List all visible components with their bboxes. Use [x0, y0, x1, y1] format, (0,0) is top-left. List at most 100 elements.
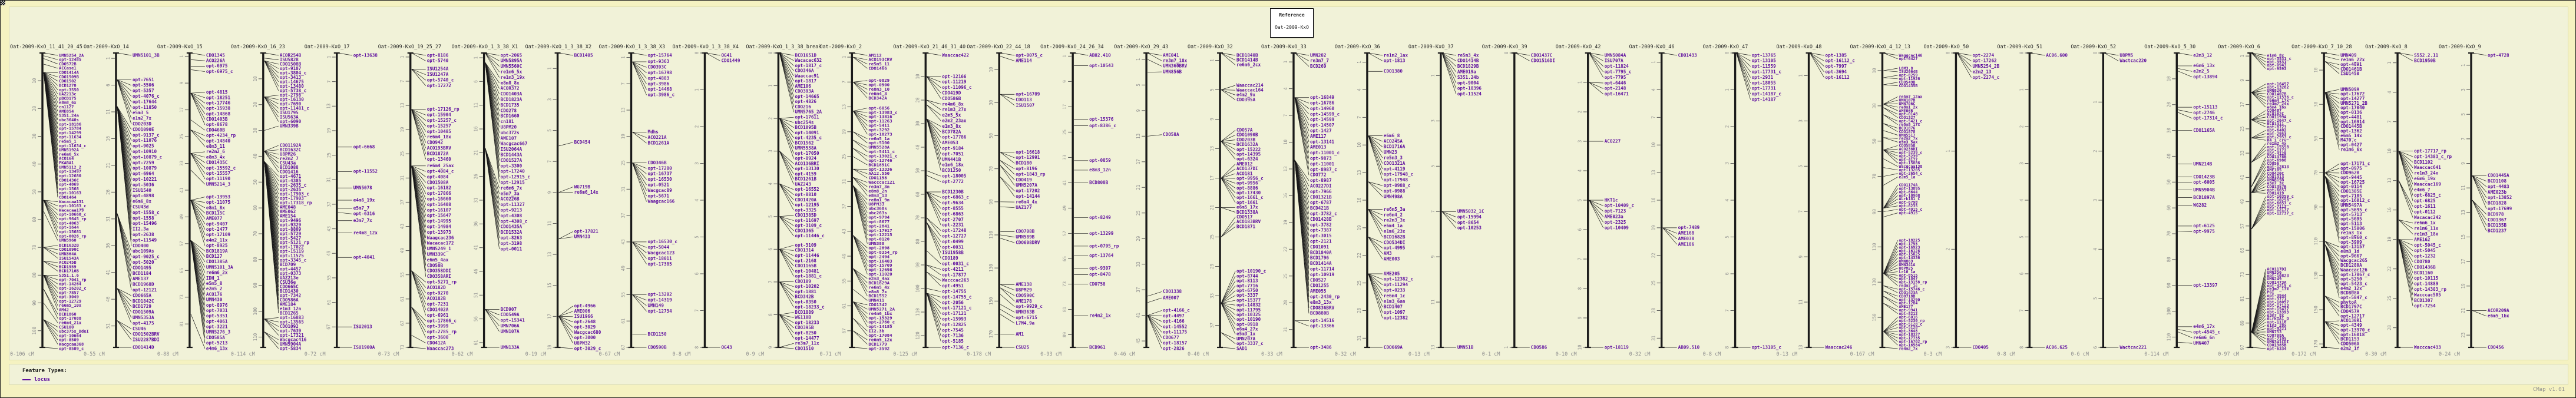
locus-label[interactable]: opt-14755	[942, 289, 967, 294]
locus-label[interactable]: e8m3_13x	[1310, 300, 1332, 305]
locus-label[interactable]: re4m2_7x	[1899, 346, 1918, 351]
locus-label[interactable]: opt-13130	[795, 166, 819, 171]
locus-label[interactable]: e6m6_13x	[2193, 63, 2215, 68]
locus-label[interactable]: e4m6_19x	[353, 197, 375, 203]
linkage-group-title[interactable]: Oat-2009-KxO_16_23	[231, 44, 285, 50]
locus-label[interactable]: opt-12825	[942, 322, 967, 327]
locus-label[interactable]: CDO608DRV	[1016, 240, 1040, 245]
locus-label[interactable]: opt-13895	[1899, 186, 1920, 191]
locus-label[interactable]: opt-13953	[206, 194, 231, 200]
linkage-group-title[interactable]: Oat-2009-KxO_46	[1629, 44, 1675, 50]
locus-label[interactable]: PKABA1	[59, 160, 74, 165]
locus-label[interactable]: opt-17672	[2340, 91, 2365, 97]
locus-label[interactable]: Wacgcac416	[280, 337, 307, 342]
locus-label[interactable]: re1m6_6x	[2340, 147, 2362, 152]
locus-label[interactable]: opt-3600	[427, 334, 449, 340]
locus-label[interactable]: opt-15784	[59, 126, 81, 131]
locus-label[interactable]: opt-4076_c	[133, 94, 160, 99]
locus-label[interactable]: BCD1842C	[133, 298, 154, 304]
locus-label[interactable]: re6m6_6n	[2193, 335, 2215, 340]
locus-label[interactable]: opt-12195	[795, 203, 819, 208]
locus-label[interactable]: CDO1090C	[59, 247, 79, 252]
locus-label[interactable]: ACO182D	[427, 285, 446, 290]
locus-label[interactable]: opt-11634_c	[59, 143, 86, 148]
locus-label[interactable]: UMN5214_3	[206, 181, 231, 187]
locus-label[interactable]: opt-1172	[2267, 148, 2286, 152]
locus-label[interactable]: opt-9184	[942, 146, 964, 151]
locus-label[interactable]: e8m8_6x	[59, 100, 77, 105]
locus-label[interactable]: BCD1261B	[795, 177, 816, 182]
locus-label[interactable]: CSU36e	[280, 280, 296, 285]
locus-label[interactable]: BCD1102	[2414, 160, 2433, 165]
locus-label[interactable]: opt-13970_c	[2340, 327, 2370, 333]
locus-label[interactable]: Wacacac172	[427, 241, 454, 246]
locus-label[interactable]: UMN107A	[501, 329, 520, 334]
locus-label[interactable]: opt-17088	[59, 316, 81, 321]
locus-label[interactable]: ISU563A	[280, 114, 299, 120]
locus-label[interactable]: opt-7051	[942, 151, 964, 157]
locus-label[interactable]: re1m3_1x	[2340, 230, 2362, 236]
linkage-group-title[interactable]: Oat-2009-KxO_21_46_31_40	[893, 44, 965, 50]
locus-label[interactable]: opt-11096_c	[942, 85, 971, 90]
locus-label[interactable]: opt-1661	[1236, 200, 1258, 205]
locus-label[interactable]: opt-17903	[280, 195, 304, 201]
locus-label[interactable]: opt-9873	[1310, 155, 1332, 161]
locus-label[interactable]: ACO117DI	[2267, 267, 2286, 271]
linkage-group-title[interactable]: Oat-2009-KxO_32	[1188, 44, 1233, 50]
locus-label[interactable]: opt-4308_c	[501, 218, 528, 224]
locus-label[interactable]: e6m5_1bx	[2488, 313, 2509, 319]
locus-label[interactable]: CDO1338	[1163, 289, 1182, 294]
locus-label[interactable]: opt-1813	[1384, 58, 1406, 64]
locus-label[interactable]: opt-10273	[868, 131, 892, 137]
locus-label[interactable]: BCD1829A	[868, 280, 889, 286]
locus-label[interactable]: UMN356	[2267, 270, 2281, 275]
locus-label[interactable]: CDO189	[942, 256, 958, 261]
locus-label[interactable]: opt-0988_c	[1384, 183, 1411, 188]
locus-label[interactable]: CDO708B	[1016, 229, 1034, 234]
locus-label[interactable]: ISU1900A	[353, 344, 375, 350]
locus-label[interactable]: opt-13764	[1089, 253, 1114, 258]
locus-label[interactable]: CDO1437C	[1531, 52, 1553, 58]
locus-label[interactable]: AME003	[1384, 257, 1400, 262]
locus-label[interactable]: opt-13460	[427, 157, 452, 162]
locus-label[interactable]: opt-9025_c	[133, 254, 160, 260]
locus-label[interactable]: opt-1116	[2267, 320, 2286, 324]
locus-label[interactable]: CDO590B	[648, 344, 667, 350]
locus-label[interactable]: BCD1823A	[501, 97, 523, 102]
locus-label[interactable]: BCD1779	[868, 341, 887, 347]
locus-label[interactable]: BCD1414B	[1236, 57, 1258, 62]
locus-label[interactable]: re1m6_11x	[2414, 226, 2439, 231]
locus-label[interactable]: CDO1327	[1899, 115, 1916, 120]
locus-label[interactable]: opt-2168	[795, 258, 816, 263]
locus-label[interactable]: opt-4120	[2267, 151, 2286, 156]
locus-label[interactable]: e2m2_1f	[2340, 346, 2359, 351]
locus-label[interactable]: opt-13765	[1752, 52, 1777, 58]
locus-label[interactable]: opt-7651	[133, 77, 154, 82]
locus-label[interactable]: opt-17121	[942, 311, 967, 316]
locus-label[interactable]: CDO942	[427, 140, 443, 145]
locus-label[interactable]: AME023a	[1605, 214, 1623, 220]
locus-label[interactable]: CSU43a	[280, 160, 296, 165]
locus-label[interactable]: opt-15764	[648, 52, 673, 58]
locus-label[interactable]: opt-0988	[1384, 188, 1406, 194]
locus-label[interactable]: opt-15746_c	[1899, 287, 1925, 292]
locus-label[interactable]: AME041	[1163, 52, 1179, 58]
locus-label[interactable]: opt-17321	[280, 333, 304, 338]
locus-label[interactable]: BCD961	[1089, 344, 1106, 350]
locus-label[interactable]: BCD1108	[2488, 178, 2506, 184]
locus-label[interactable]: opt-13262	[2267, 85, 2289, 90]
locus-label[interactable]: AME162	[2414, 237, 2430, 242]
locus-label[interactable]: opt-4995	[1384, 246, 1406, 251]
locus-label[interactable]: UMN856B	[1163, 69, 1182, 74]
locus-label[interactable]: CDO1378B	[2267, 155, 2286, 160]
linkage-group-title[interactable]: Oat-2009-KxO_51	[1997, 44, 2042, 50]
locus-label[interactable]: opt-10543	[1089, 63, 1114, 68]
locus-label[interactable]: opt-12813	[2267, 165, 2289, 170]
locus-label[interactable]: CDO1380	[1384, 69, 1403, 74]
locus-label[interactable]: BCD1828	[2488, 201, 2506, 206]
locus-label[interactable]: opt-8886	[1236, 185, 1258, 191]
locus-label[interactable]: opt-6125	[2193, 223, 2215, 228]
locus-label[interactable]: opt-2647_c	[2267, 118, 2291, 123]
locus-label[interactable]: opt-10163	[59, 190, 81, 195]
locus-label[interactable]: CDO113	[1016, 97, 1032, 102]
